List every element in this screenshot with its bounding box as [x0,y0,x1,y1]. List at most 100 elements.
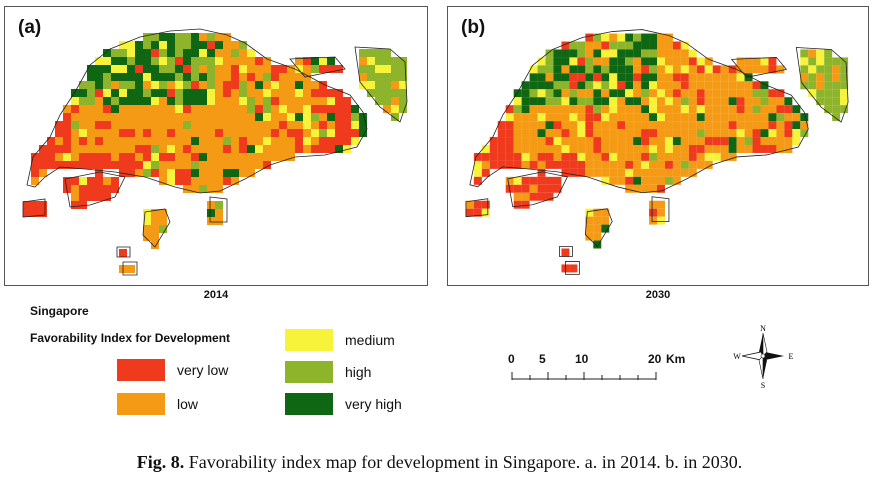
favorability-cell [553,73,562,82]
favorability-cell [696,137,705,146]
legend-item-very-low: very low [117,359,228,381]
favorability-cell [255,113,263,121]
favorability-cell [625,57,634,66]
favorability-cell [744,137,753,146]
favorability-cell [696,152,705,161]
favorability-cell [151,113,159,121]
favorability-cell [127,153,135,161]
favorability-cell [71,137,79,145]
favorability-cell [359,113,367,121]
favorability-cell [399,105,407,113]
favorability-cell [704,160,713,169]
favorability-cell [649,216,658,225]
favorability-cell [481,160,490,169]
favorability-cell [31,153,39,161]
favorability-cell [601,41,610,50]
favorability-cell [649,81,658,90]
favorability-cell [295,137,303,145]
favorability-cell [760,145,769,153]
favorability-cell [529,152,538,161]
legend-label: very low [177,362,229,378]
favorability-cell [247,105,255,113]
favorability-cell [391,113,399,121]
favorability-cell [672,113,681,122]
favorability-cell [712,152,721,161]
favorability-cell [800,49,809,58]
favorability-cell [71,121,79,129]
favorability-cell [688,65,697,74]
favorability-cell [351,121,359,129]
favorability-cell [159,113,167,121]
favorability-cell [263,129,271,137]
favorability-cell [223,89,231,97]
favorability-cell [127,161,135,169]
favorability-cell [744,97,753,106]
favorability-cell [688,121,697,130]
favorability-cell [545,192,554,201]
favorability-cell [327,113,335,121]
favorability-cell [784,137,793,146]
favorability-cell [840,65,849,74]
favorability-cell [688,97,697,106]
favorability-cell [247,121,255,129]
favorability-cell [175,33,183,41]
favorability-cell [167,169,175,177]
favorability-cell [752,97,761,106]
favorability-cell [287,153,295,161]
favorability-cell [704,129,713,138]
favorability-cell [159,49,167,57]
favorability-cell [465,208,474,217]
scale-tick-label: 20 [648,352,662,366]
favorability-cell [561,73,570,82]
favorability-cell [183,49,191,57]
favorability-cell [119,153,127,161]
favorability-cell [545,89,554,98]
favorability-cell [736,137,745,146]
favorability-cell [768,145,777,153]
favorability-cell [561,89,570,98]
favorability-cell [271,137,279,145]
favorability-cell [784,145,793,153]
favorability-cell [231,153,239,161]
favorability-cell [768,137,777,146]
favorability-cell [752,65,761,74]
favorability-cell [207,145,215,153]
favorability-cell [625,89,634,98]
favorability-cell [399,89,407,97]
favorability-cell [111,49,119,57]
favorability-cell [295,97,303,105]
favorability-cell [207,65,215,73]
favorability-cell [271,105,279,113]
favorability-cell [111,113,119,121]
favorability-cell [343,121,351,129]
favorability-cell [127,57,135,65]
favorability-cell [47,145,55,153]
favorability-cell [183,33,191,41]
favorability-cell [680,57,689,66]
legend-item-very-high: very high [285,393,402,415]
favorability-cell [680,41,689,50]
favorability-cell [840,89,849,98]
favorability-cell [473,152,482,161]
favorability-cell [832,73,841,82]
favorability-cell [824,89,833,98]
favorability-cell [255,129,263,137]
favorability-cell [359,73,367,81]
favorability-cell [135,81,143,89]
favorability-cell [151,225,159,233]
favorability-cell [649,145,658,153]
favorability-cell [103,81,111,89]
favorability-cell [680,113,689,122]
favorability-cell [239,81,247,89]
favorability-cell [199,161,207,169]
favorability-cell [95,81,103,89]
favorability-cell [103,185,111,193]
favorability-cell [657,137,665,146]
favorability-cell [649,57,658,66]
favorability-cell [816,49,825,58]
favorability-cell [143,161,151,169]
favorability-cell [319,57,327,65]
favorability-cell [231,169,239,177]
favorability-cell [223,145,231,153]
favorability-cell [335,105,343,113]
